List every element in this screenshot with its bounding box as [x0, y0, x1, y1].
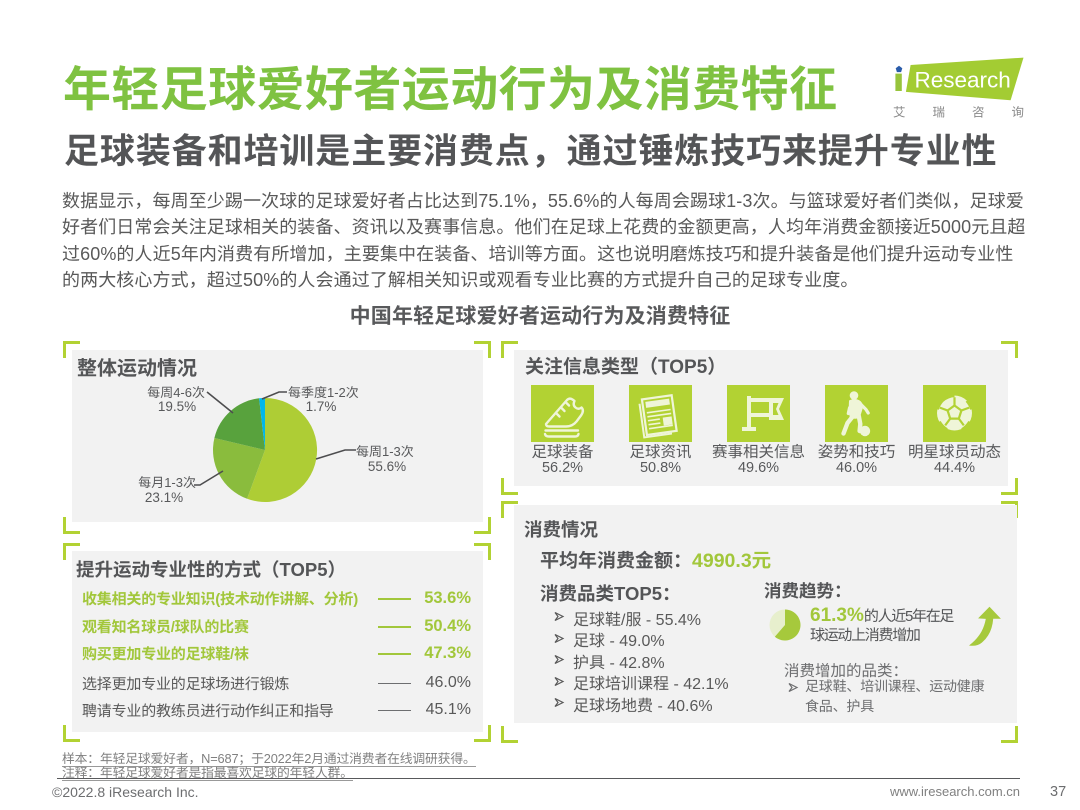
svg-text:Research: Research [915, 68, 1011, 93]
svg-text:艾瑞咨询: 艾瑞咨询 [893, 106, 1028, 120]
